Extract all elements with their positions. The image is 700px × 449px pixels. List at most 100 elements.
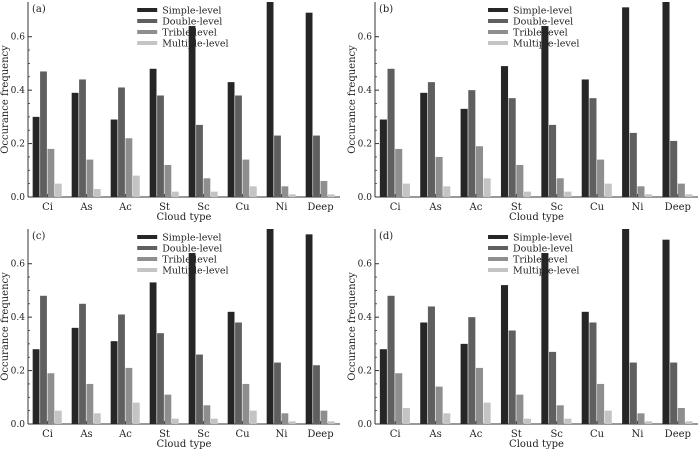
bar-deep-trible-level <box>677 183 685 197</box>
bar-deep-trible-level <box>320 180 328 197</box>
x-tick-label: Cu <box>590 429 605 440</box>
bar-ni-simple-level <box>266 229 274 424</box>
bar-st-double-level <box>508 98 516 197</box>
y-axis-label: Occurance frequency <box>0 272 11 381</box>
bar-sc-simple-level <box>541 26 549 197</box>
bar-deep-multiple-level <box>327 421 335 424</box>
x-tick-label: Ac <box>469 429 483 440</box>
y-tick-label: 0.6 <box>358 260 373 270</box>
x-tick-label: St <box>511 202 522 213</box>
bar-ac-double-level <box>118 87 125 197</box>
bar-ci-multiple-level <box>402 183 410 197</box>
legend-label-double-level: Double-level <box>162 17 222 28</box>
bar-sc-multiple-level <box>210 418 218 424</box>
legend-label-trible-level: Trible-level <box>162 255 217 266</box>
x-tick-label: Sc <box>197 202 210 213</box>
bar-cu-simple-level <box>227 311 235 424</box>
x-tick-label: Ci <box>42 429 53 440</box>
x-tick-label: Sc <box>550 202 563 213</box>
x-tick-label: Cu <box>235 202 250 213</box>
bar-ci-simple-level <box>32 116 40 197</box>
bar-as-simple-level <box>71 92 79 197</box>
bar-ac-multiple-level <box>132 175 140 197</box>
bar-as-simple-level <box>420 92 428 197</box>
legend-label-simple-level: Simple-level <box>513 6 572 17</box>
x-tick-label: As <box>79 202 92 213</box>
bar-st-simple-level <box>149 68 157 197</box>
x-tick-label: Deep <box>307 202 333 213</box>
bar-sc-simple-level <box>541 253 549 424</box>
panel-label: (c) <box>32 231 46 242</box>
bar-sc-trible-level <box>203 178 211 197</box>
legend-label-simple-level: Simple-level <box>162 233 221 244</box>
bar-ni-multiple-level <box>645 194 653 197</box>
bar-cu-simple-level <box>581 311 589 424</box>
bar-sc-double-level <box>549 351 557 424</box>
bar-cu-multiple-level <box>249 186 257 197</box>
bar-sc-trible-level <box>556 178 564 197</box>
y-tick-label: 0.4 <box>358 86 373 96</box>
bar-st-simple-level <box>500 66 509 197</box>
bar-ni-trible-level <box>281 413 289 424</box>
bar-ac-multiple-level <box>483 402 491 424</box>
y-tick-label: 0.0 <box>358 193 373 203</box>
bar-cu-double-level <box>235 322 242 424</box>
y-tick-label: 0.0 <box>358 420 373 430</box>
bar-ac-simple-level <box>460 343 468 424</box>
bar-sc-simple-level <box>188 253 196 424</box>
legend-label-simple-level: Simple-level <box>513 233 572 244</box>
bar-cu-multiple-level <box>249 410 257 424</box>
bar-ac-multiple-level <box>132 402 140 424</box>
legend-label-trible-level: Trible-level <box>513 255 568 266</box>
bar-cu-trible-level <box>597 383 605 424</box>
bar-ac-double-level <box>468 317 476 424</box>
bar-ac-trible-level <box>125 138 133 197</box>
bar-cu-trible-level <box>597 159 605 197</box>
bar-ni-double-level <box>274 135 281 197</box>
bar-ci-multiple-level <box>54 410 62 424</box>
bar-deep-simple-level <box>305 234 313 424</box>
x-tick-label: Sc <box>550 429 563 440</box>
x-tick-label: Ni <box>276 429 288 440</box>
bar-as-simple-level <box>420 322 428 424</box>
bar-cu-trible-level <box>242 383 250 424</box>
x-tick-label: As <box>79 429 92 440</box>
bar-as-double-level <box>427 82 435 197</box>
bar-st-double-level <box>157 333 164 424</box>
legend-label-trible-level: Trible-level <box>162 28 217 39</box>
bar-ci-trible-level <box>47 148 55 197</box>
bar-as-trible-level <box>86 383 94 424</box>
y-tick-label: 0.6 <box>358 33 373 43</box>
bar-ac-trible-level <box>475 367 484 424</box>
bar-deep-multiple-level <box>685 421 693 424</box>
x-tick-label: Ac <box>118 202 132 213</box>
bar-ci-trible-level <box>47 373 55 424</box>
bar-ci-double-level <box>40 71 47 197</box>
x-tick-label: Ci <box>390 429 401 440</box>
bar-ac-simple-level <box>110 119 118 197</box>
bar-ci-trible-level <box>395 148 403 197</box>
y-axis-label: Occurance frequency <box>347 45 358 154</box>
bar-ci-simple-level <box>32 349 40 424</box>
y-tick-label: 0.6 <box>11 260 26 270</box>
x-tick-label: Cu <box>235 429 250 440</box>
x-axis-label: Cloud type <box>509 212 564 223</box>
bar-sc-trible-level <box>556 405 564 424</box>
x-tick-label: Ni <box>276 202 288 213</box>
x-tick-label: Deep <box>665 429 691 440</box>
x-tick-label: Ac <box>118 429 132 440</box>
bar-ni-trible-level <box>281 186 289 197</box>
bar-ni-multiple-level <box>288 194 296 197</box>
bar-deep-double-level <box>670 362 678 424</box>
legend-label-multiple-level: Multiple-level <box>513 266 579 277</box>
x-tick-label: Ni <box>631 429 643 440</box>
panel-label: (b) <box>379 4 393 15</box>
y-tick-label: 0.6 <box>11 33 26 43</box>
bar-cu-simple-level <box>227 82 235 197</box>
bar-cu-double-level <box>589 98 597 197</box>
bar-as-double-level <box>79 79 86 197</box>
bar-as-multiple-level <box>93 188 101 197</box>
